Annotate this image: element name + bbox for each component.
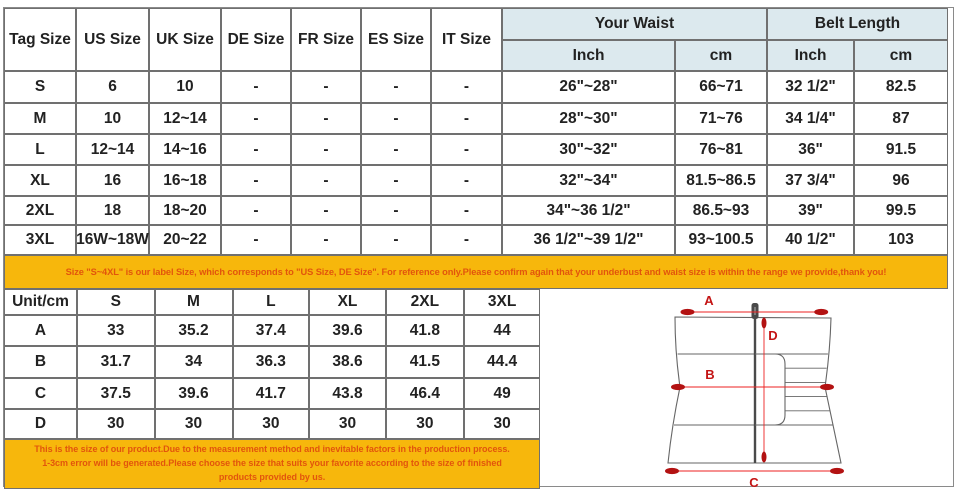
svg-text:A: A bbox=[704, 293, 714, 308]
svg-text:D: D bbox=[768, 328, 777, 343]
svg-text:B: B bbox=[705, 367, 714, 382]
svg-text:C: C bbox=[749, 475, 759, 490]
